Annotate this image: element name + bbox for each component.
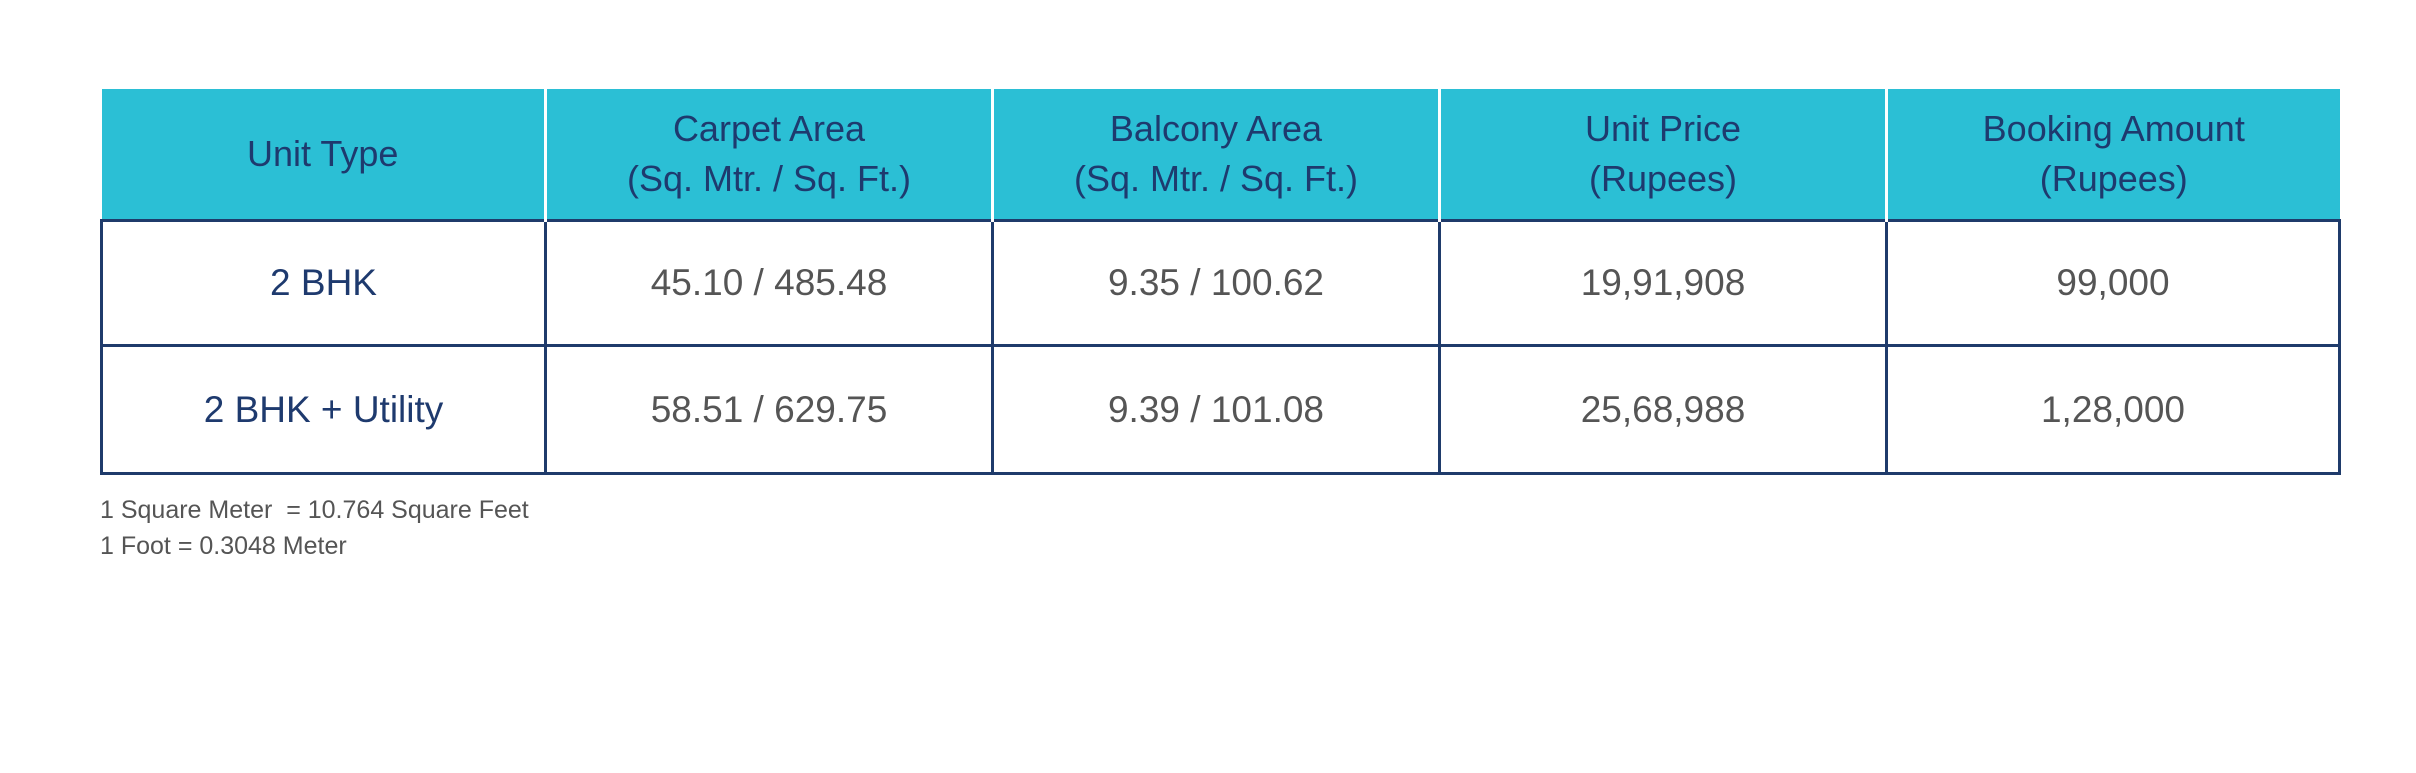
header-text: (Rupees) xyxy=(1588,158,1738,199)
header-cell: Booking Amount (Rupees) xyxy=(1885,89,2340,221)
table-cell: 19,91,908 xyxy=(1438,219,1888,347)
footnote: 1 Foot = 0.3048 Meter xyxy=(100,532,347,560)
table-cell: 9.35 / 100.62 xyxy=(991,219,1441,347)
header-text: (Rupees) xyxy=(2039,158,2188,199)
footnotes: 1 Square Meter = 10.764 Square Feet 1 Foo… xyxy=(100,492,529,564)
table-cell: 25,68,988 xyxy=(1438,344,1888,475)
header-text: Unit Price xyxy=(1584,108,1742,149)
header-cell: Unit Price (Rupees) xyxy=(1438,89,1888,221)
header-text: (Sq. Mtr. / Sq. Ft.) xyxy=(1073,158,1359,199)
table-cell: 45.10 / 485.48 xyxy=(544,219,994,347)
header-cell: Balcony Area (Sq. Mtr. / Sq. Ft.) xyxy=(991,89,1441,221)
header-text: (Sq. Mtr. / Sq. Ft.) xyxy=(626,158,912,199)
table-cell: 99,000 xyxy=(1885,219,2341,347)
header-text: Unit Type xyxy=(247,133,399,174)
table-row: 2 BHK + Utility 58.51 / 629.75 9.39 / 101.… xyxy=(100,344,2341,475)
table-row: 2 BHK 45.10 / 485.48 9.35 / 100.62 19,91,90… xyxy=(100,219,2341,347)
header-cell: Unit Type xyxy=(101,89,547,221)
table-cell: 9.39 / 101.08 xyxy=(991,344,1441,475)
table-body: 2 BHK 45.10 / 485.48 9.35 / 100.62 19,91,90… xyxy=(100,219,2341,475)
footnote: 1 Square Meter = 10.764 Square Feet xyxy=(100,496,529,524)
header-text: Carpet Area xyxy=(672,108,866,149)
header-text: Balcony Area xyxy=(1109,108,1323,149)
header-cell: Carpet Area (Sq. Mtr. / Sq. Ft.) xyxy=(544,89,994,221)
table-cell: 58.51 / 629.75 xyxy=(544,344,994,475)
table-cell: 1,28,000 xyxy=(1885,344,2341,475)
table-cell: 2 BHK xyxy=(100,219,547,347)
pricing-table: Unit Type Carpet Area (Sq. Mtr. / Sq. Ft.)… xyxy=(100,89,2341,475)
table-cell: 2 BHK + Utility xyxy=(100,344,547,475)
header-row: Unit Type Carpet Area (Sq. Mtr. / Sq. Ft.)… xyxy=(101,89,2340,221)
header-text: Booking Amount xyxy=(1982,108,2245,149)
